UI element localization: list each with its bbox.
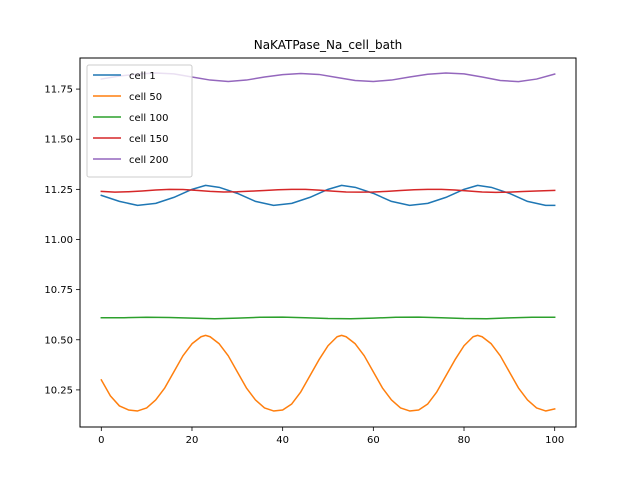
series-line-cell-150: [100, 188, 556, 194]
y-tick-label: 11.25: [44, 185, 73, 196]
legend: cell 1 cell 50 cell 100 cell 150 cell 200: [86, 64, 193, 178]
series-layer: [100, 72, 556, 412]
series-line-cell-1: [100, 184, 556, 207]
x-tick-label: 20: [186, 435, 199, 446]
legend-label: cell 1: [129, 71, 156, 82]
plot-frame: [79, 57, 577, 428]
y-tick-label: 11.00: [44, 235, 73, 246]
series-line-cell-100: [100, 316, 556, 320]
y-tick-label: 10.50: [44, 335, 73, 346]
series-line-cell-50: [100, 334, 556, 412]
x-tick-label: 0: [98, 435, 104, 446]
y-tick-label: 11.75: [44, 85, 73, 96]
legend-box: [86, 64, 193, 178]
legend-label: cell 150: [129, 134, 168, 145]
y-axis: 10.25 10.50 10.75 11.00 11.25 11.50 11.75: [44, 85, 80, 396]
y-tick-label: 10.75: [44, 285, 73, 296]
legend-label: cell 200: [129, 155, 168, 166]
chart-title: NaKATPase_Na_cell_bath: [254, 38, 403, 52]
x-tick-label: 100: [545, 435, 564, 446]
legend-label: cell 100: [129, 113, 168, 124]
x-tick-label: 80: [458, 435, 471, 446]
x-tick-label: 40: [276, 435, 289, 446]
x-axis: 0 20 40 60 80 100: [98, 427, 564, 446]
y-tick-label: 11.50: [44, 135, 73, 146]
y-tick-label: 10.25: [44, 385, 73, 396]
x-tick-label: 60: [367, 435, 380, 446]
legend-label: cell 50: [129, 92, 162, 103]
